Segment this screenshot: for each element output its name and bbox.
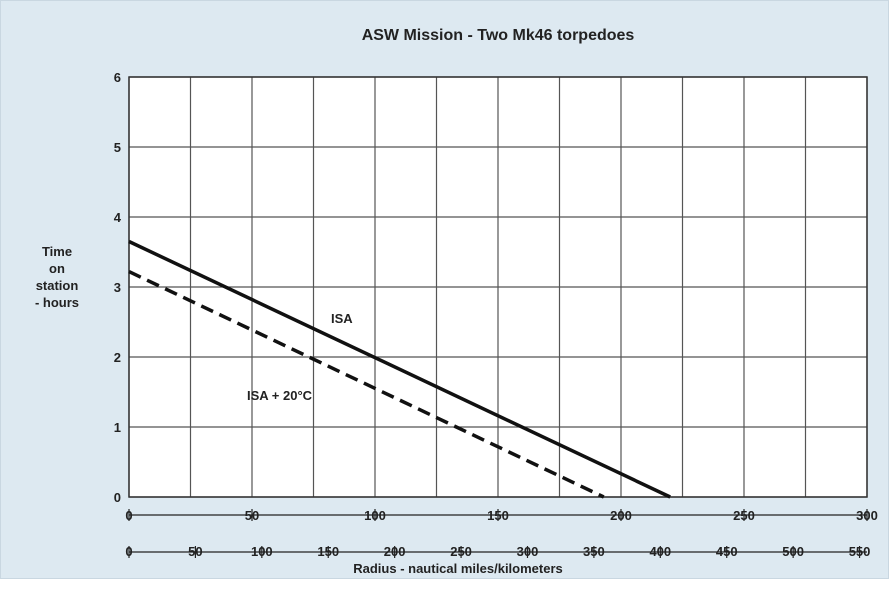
x-tick-label-km: 400 (649, 544, 671, 559)
x-tick-label-km: 200 (384, 544, 406, 559)
line-chart: ISA ISA + 20°C ASW Mission - Two Mk46 torp… (35, 27, 878, 576)
grid (128, 76, 868, 498)
y-tick-label: 4 (114, 210, 122, 225)
x-tick-label-nm: 100 (364, 508, 386, 523)
chart-frame: ISA ISA + 20°C ASW Mission - Two Mk46 torp… (0, 0, 889, 579)
labels-group: ISA ISA + 20°C ASW Mission - Two Mk46 torp… (35, 27, 878, 576)
x-tick-label-nm: 150 (487, 508, 509, 523)
x-tick-label-nm: 300 (856, 508, 878, 523)
y-axis-label-line: - hours (35, 295, 79, 310)
x-tick-label-km: 450 (716, 544, 738, 559)
x-tick-label-nm: 250 (733, 508, 755, 523)
series-line-isa-plus-20 (128, 270, 605, 499)
x-tick-label-km: 100 (251, 544, 273, 559)
y-tick-label: 6 (114, 70, 121, 85)
x-tick-label-km: 550 (849, 544, 871, 559)
x-tick-label-km: 150 (317, 544, 339, 559)
y-axis-label-line: on (49, 261, 65, 276)
x-tick-label-nm: 200 (610, 508, 632, 523)
plot-border (128, 76, 868, 498)
x-tick-label-nm: 50 (245, 508, 259, 523)
y-axis-label: Time on station - hours (35, 244, 79, 310)
y-axis-label-line: Time (42, 244, 72, 259)
y-axis-label-line: station (36, 278, 79, 293)
x-tick-label-km: 300 (517, 544, 539, 559)
x-tick-label-km: 350 (583, 544, 605, 559)
y-tick-label: 0 (114, 490, 121, 505)
x-tick-label-km: 0 (125, 544, 132, 559)
series-label-isa: ISA (331, 311, 353, 326)
chart-title: ASW Mission - Two Mk46 torpedoes (362, 27, 635, 44)
x-axis-label: Radius - nautical miles/kilometers (353, 561, 563, 576)
y-tick-label: 2 (114, 350, 121, 365)
series-line-isa (128, 239, 671, 499)
x-tick-label-km: 250 (450, 544, 472, 559)
series-label-isa-plus-20: ISA + 20°C (247, 388, 313, 403)
x-tick-label-nm: 0 (125, 508, 132, 523)
y-tick-label: 5 (114, 140, 121, 155)
y-tick-label: 3 (114, 280, 121, 295)
x-tick-label-km: 50 (188, 544, 202, 559)
x-tick-label-km: 500 (782, 544, 804, 559)
y-tick-label: 1 (114, 420, 121, 435)
series-group (128, 239, 671, 499)
